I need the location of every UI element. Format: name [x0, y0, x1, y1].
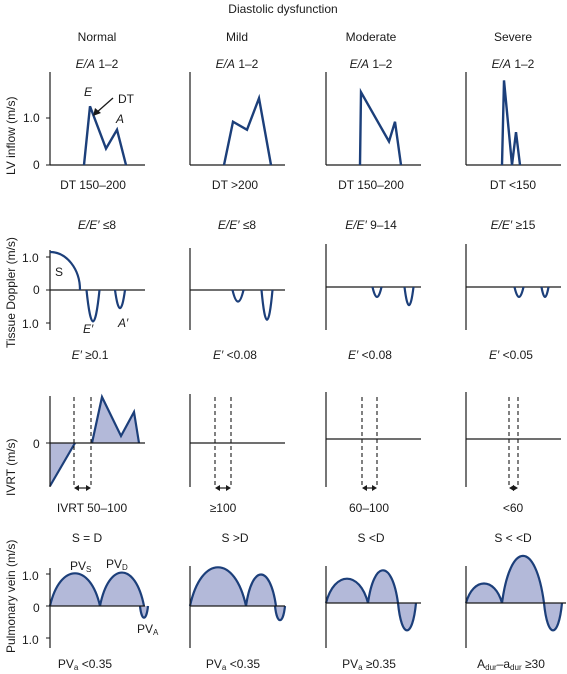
row2-e-prime-label: E′ [83, 322, 94, 336]
row2-bottom-label-moderate: E′ <0.08 [348, 348, 392, 362]
row2-e-prime-wave [231, 289, 245, 303]
row3-ivrt-arrowhead-right [86, 485, 91, 491]
row3-ivrt-arrowhead-left [215, 485, 220, 491]
row3-normal-inflow-wave [90, 393, 141, 444]
row2-a-prime-wave [403, 286, 415, 307]
row3-tick-zero: 0 [33, 437, 40, 451]
row2-a-prime-wave [260, 289, 274, 321]
column-header-moderate: Moderate [345, 30, 397, 44]
row2-top-label-mild: E/E′ ≤8 [217, 218, 257, 232]
row3-normal-filled-above [92, 397, 139, 443]
row1-inflow-wave [222, 93, 273, 166]
row1-e-peak-label: E [84, 85, 93, 99]
row1-inflow-wave [358, 87, 403, 166]
row4-top-label-mild: S >D [221, 531, 249, 545]
row1-tick-1: 1.0 [23, 111, 40, 125]
row1-inflow-wave [500, 80, 522, 166]
row1-top-label-moderate: E/A 1–2 [349, 57, 393, 71]
row3-ivrt-arrowhead-left [509, 485, 514, 491]
row1-bottom-label-severe: DT <150 [489, 178, 537, 192]
row3-ivrt-arrowhead-right [226, 485, 231, 491]
column-header-normal: Normal [77, 30, 117, 44]
row2-y-axis-label: Tissue Doppler (m/s) [4, 237, 18, 348]
row2-tick-zero: 0 [33, 283, 40, 297]
row4-top-label-normal: S = D [71, 531, 103, 545]
row2-a-prime-label: A′ [118, 316, 129, 330]
row4-forward-flow-fill [326, 570, 398, 603]
row1-dt-arrowhead [93, 108, 101, 116]
row1-bottom-label-mild: DT >200 [211, 178, 259, 192]
row3-ivrt-arrowhead-right [513, 485, 518, 491]
row2-top-label-moderate: E/E′ 9–14 [345, 218, 397, 232]
row4-forward-flow-fill [466, 555, 544, 603]
row2-top-label-severe: E/E′ ≥15 [490, 218, 536, 232]
row4-bottom-label-mild: PVa <0.35 [205, 657, 261, 672]
row1-a-peak-label: A [116, 112, 125, 126]
row2-top-label-normal: E/E′ ≤8 [77, 218, 117, 232]
row4-tick-zero: 0 [33, 601, 40, 615]
row1-inflow-wave [82, 105, 128, 166]
figure-title: Diastolic dysfunction [228, 2, 338, 16]
row4-forward-flow-fill [190, 567, 276, 606]
row4-tick-top: 1.0 [22, 569, 39, 583]
row4-top-label-moderate: S <D [357, 531, 385, 545]
row1-top-label-mild: E/A 1–2 [215, 57, 259, 71]
row4-sd-wave [464, 555, 546, 604]
row4-forward-flow-fill [50, 572, 144, 606]
row2-s-wave [49, 250, 82, 291]
row3-bottom-label-moderate: 60–100 [348, 501, 390, 515]
row2-a-prime-wave [540, 286, 550, 298]
row4-a-wave [138, 605, 150, 619]
row2-e-prime-wave [371, 286, 383, 298]
row1-top-label-severe: E/A 1–2 [491, 57, 535, 71]
row1-top-label-normal: E/A 1–2 [75, 57, 119, 71]
row2-a-prime-wave [113, 289, 127, 310]
row4-bottom-label-normal: PVa <0.35 [57, 657, 113, 672]
row4-pvs-label: PVS [70, 559, 92, 574]
row4-pvd-label: PVD [106, 557, 128, 572]
row1-dt-label: DT [118, 92, 134, 106]
row3-y-axis-label: IVRT (m/s) [4, 438, 18, 496]
row4-pva-label: PVA [137, 622, 159, 637]
row3-ivrt-arrowhead-left [362, 485, 367, 491]
row1-dt-arrow [95, 97, 114, 114]
row3-normal-initial-slope [49, 442, 76, 487]
row2-bottom-label-mild: E′ <0.08 [213, 348, 257, 362]
row4-y-axis-label: Pulmonary vein (m/s) [4, 539, 18, 653]
row4-a-wave [396, 602, 418, 632]
row2-tick-top: 1.0 [22, 251, 39, 265]
row3-bottom-label-mild: ≥100 [209, 501, 237, 515]
row4-bottom-label-severe: Adur–adur ≥30 [477, 657, 545, 672]
row4-bottom-label-moderate: PVa ≥0.35 [342, 657, 396, 672]
row4-a-wave [273, 605, 287, 622]
row2-bottom-label-severe: E′ <0.05 [489, 348, 533, 362]
column-header-severe: Severe [493, 30, 533, 44]
row3-bottom-label-severe: <60 [502, 501, 524, 515]
row1-y-axis-label: LV inflow (m/s) [4, 96, 18, 175]
row3-bottom-label-normal: IVRT 50–100 [56, 501, 128, 515]
row1-bottom-label-normal: DT 150–200 [60, 178, 126, 192]
row4-top-label-severe: S < <D [494, 531, 532, 545]
row1-bottom-label-moderate: DT 150–200 [338, 178, 404, 192]
column-header-mild: Mild [225, 30, 249, 44]
row4-a-wave [542, 602, 564, 632]
row4-tick-bottom: 1.0 [22, 633, 39, 647]
row2-e-prime-wave [513, 286, 525, 298]
row2-bottom-label-normal: E′ ≥0.1 [71, 348, 109, 362]
row2-s-label: S [55, 265, 64, 279]
row2-e-prime-wave [85, 289, 101, 323]
row3-ivrt-arrowhead-right [372, 485, 377, 491]
row1-tick-0: 0 [33, 158, 40, 172]
row3-ivrt-arrowhead-left [74, 485, 79, 491]
row2-tick-bottom: 1.0 [22, 317, 39, 331]
